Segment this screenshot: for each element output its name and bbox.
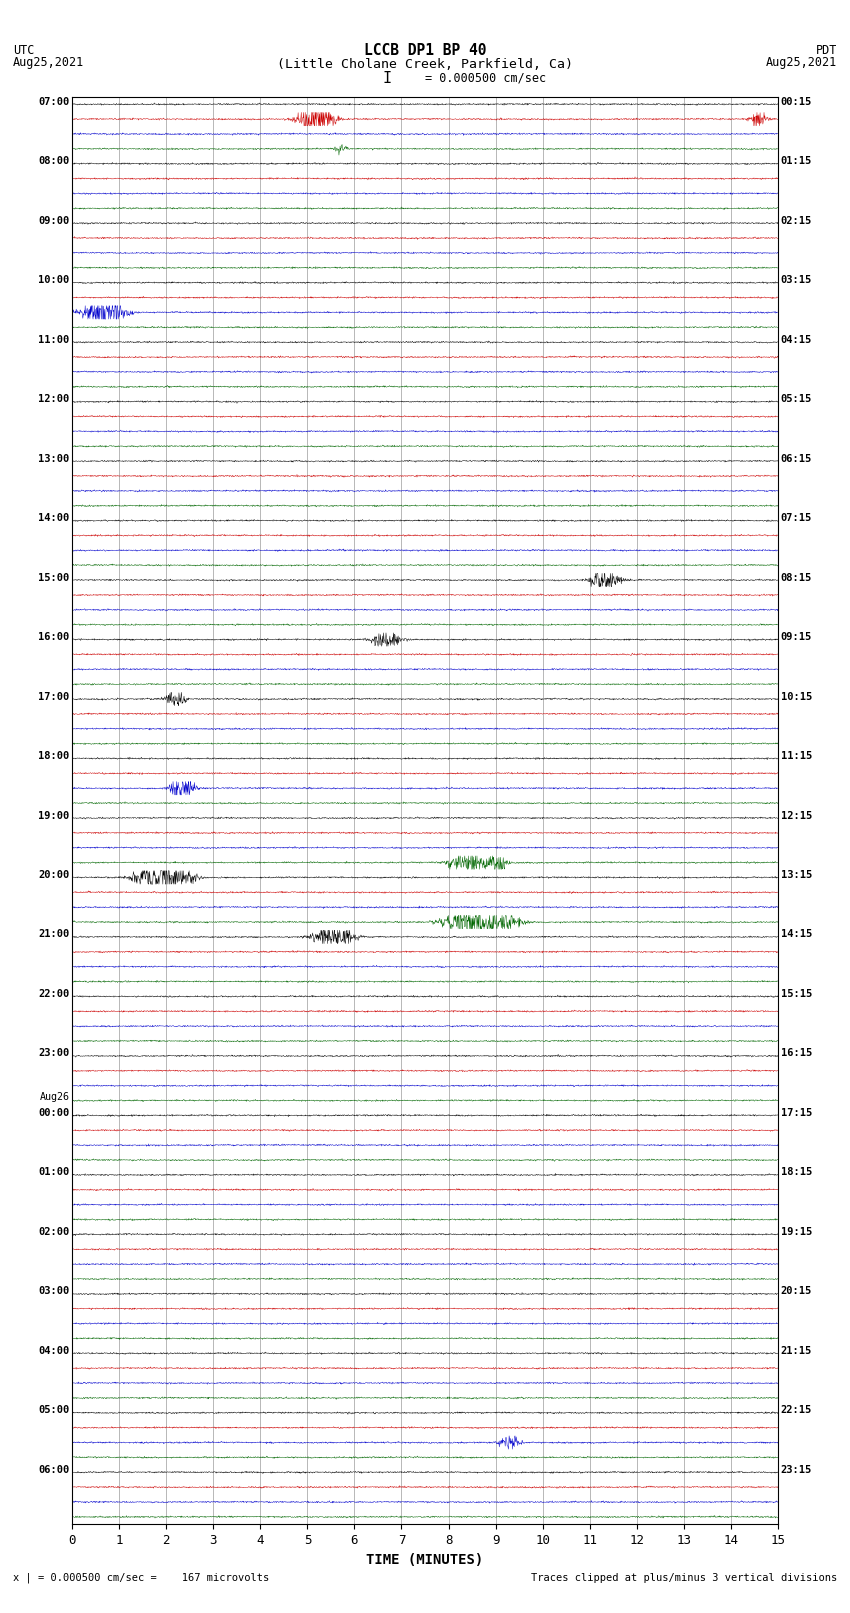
Text: 14:15: 14:15 (780, 929, 812, 939)
Text: PDT: PDT (816, 44, 837, 58)
X-axis label: TIME (MINUTES): TIME (MINUTES) (366, 1553, 484, 1566)
Text: 21:15: 21:15 (780, 1345, 812, 1357)
Text: = 0.000500 cm/sec: = 0.000500 cm/sec (425, 71, 546, 85)
Text: 18:00: 18:00 (38, 752, 70, 761)
Text: 09:15: 09:15 (780, 632, 812, 642)
Text: 11:00: 11:00 (38, 336, 70, 345)
Text: 05:00: 05:00 (38, 1405, 70, 1415)
Text: 02:15: 02:15 (780, 216, 812, 226)
Text: x | = 0.000500 cm/sec =    167 microvolts: x | = 0.000500 cm/sec = 167 microvolts (13, 1573, 269, 1582)
Text: Aug25,2021: Aug25,2021 (13, 56, 84, 69)
Text: 01:00: 01:00 (38, 1168, 70, 1177)
Text: 18:15: 18:15 (780, 1168, 812, 1177)
Text: UTC: UTC (13, 44, 34, 58)
Text: 06:00: 06:00 (38, 1465, 70, 1474)
Text: 06:15: 06:15 (780, 453, 812, 463)
Text: 05:15: 05:15 (780, 394, 812, 405)
Text: 23:15: 23:15 (780, 1465, 812, 1474)
Text: 01:15: 01:15 (780, 156, 812, 166)
Text: 00:15: 00:15 (780, 97, 812, 106)
Text: 16:15: 16:15 (780, 1048, 812, 1058)
Text: 04:15: 04:15 (780, 336, 812, 345)
Text: 23:00: 23:00 (38, 1048, 70, 1058)
Text: 17:15: 17:15 (780, 1108, 812, 1118)
Text: 13:15: 13:15 (780, 869, 812, 881)
Text: 03:15: 03:15 (780, 276, 812, 286)
Text: 22:00: 22:00 (38, 989, 70, 998)
Text: 04:00: 04:00 (38, 1345, 70, 1357)
Text: 07:15: 07:15 (780, 513, 812, 523)
Text: 03:00: 03:00 (38, 1287, 70, 1297)
Text: 12:15: 12:15 (780, 810, 812, 821)
Text: 07:00: 07:00 (38, 97, 70, 106)
Text: 19:15: 19:15 (780, 1227, 812, 1237)
Text: 21:00: 21:00 (38, 929, 70, 939)
Text: 02:00: 02:00 (38, 1227, 70, 1237)
Text: 08:00: 08:00 (38, 156, 70, 166)
Text: 17:00: 17:00 (38, 692, 70, 702)
Text: 19:00: 19:00 (38, 810, 70, 821)
Text: 13:00: 13:00 (38, 453, 70, 463)
Text: 11:15: 11:15 (780, 752, 812, 761)
Text: Aug25,2021: Aug25,2021 (766, 56, 837, 69)
Text: Aug26: Aug26 (39, 1092, 70, 1102)
Text: 15:00: 15:00 (38, 573, 70, 582)
Text: Traces clipped at plus/minus 3 vertical divisions: Traces clipped at plus/minus 3 vertical … (531, 1573, 837, 1582)
Text: 22:15: 22:15 (780, 1405, 812, 1415)
Text: 12:00: 12:00 (38, 394, 70, 405)
Text: 14:00: 14:00 (38, 513, 70, 523)
Text: 08:15: 08:15 (780, 573, 812, 582)
Text: 00:00: 00:00 (38, 1108, 70, 1118)
Text: 15:15: 15:15 (780, 989, 812, 998)
Text: LCCB DP1 BP 40: LCCB DP1 BP 40 (364, 44, 486, 58)
Text: 20:15: 20:15 (780, 1287, 812, 1297)
Text: 10:15: 10:15 (780, 692, 812, 702)
Text: I: I (382, 71, 391, 85)
Text: (Little Cholane Creek, Parkfield, Ca): (Little Cholane Creek, Parkfield, Ca) (277, 58, 573, 71)
Text: 20:00: 20:00 (38, 869, 70, 881)
Text: 16:00: 16:00 (38, 632, 70, 642)
Text: 10:00: 10:00 (38, 276, 70, 286)
Text: 09:00: 09:00 (38, 216, 70, 226)
